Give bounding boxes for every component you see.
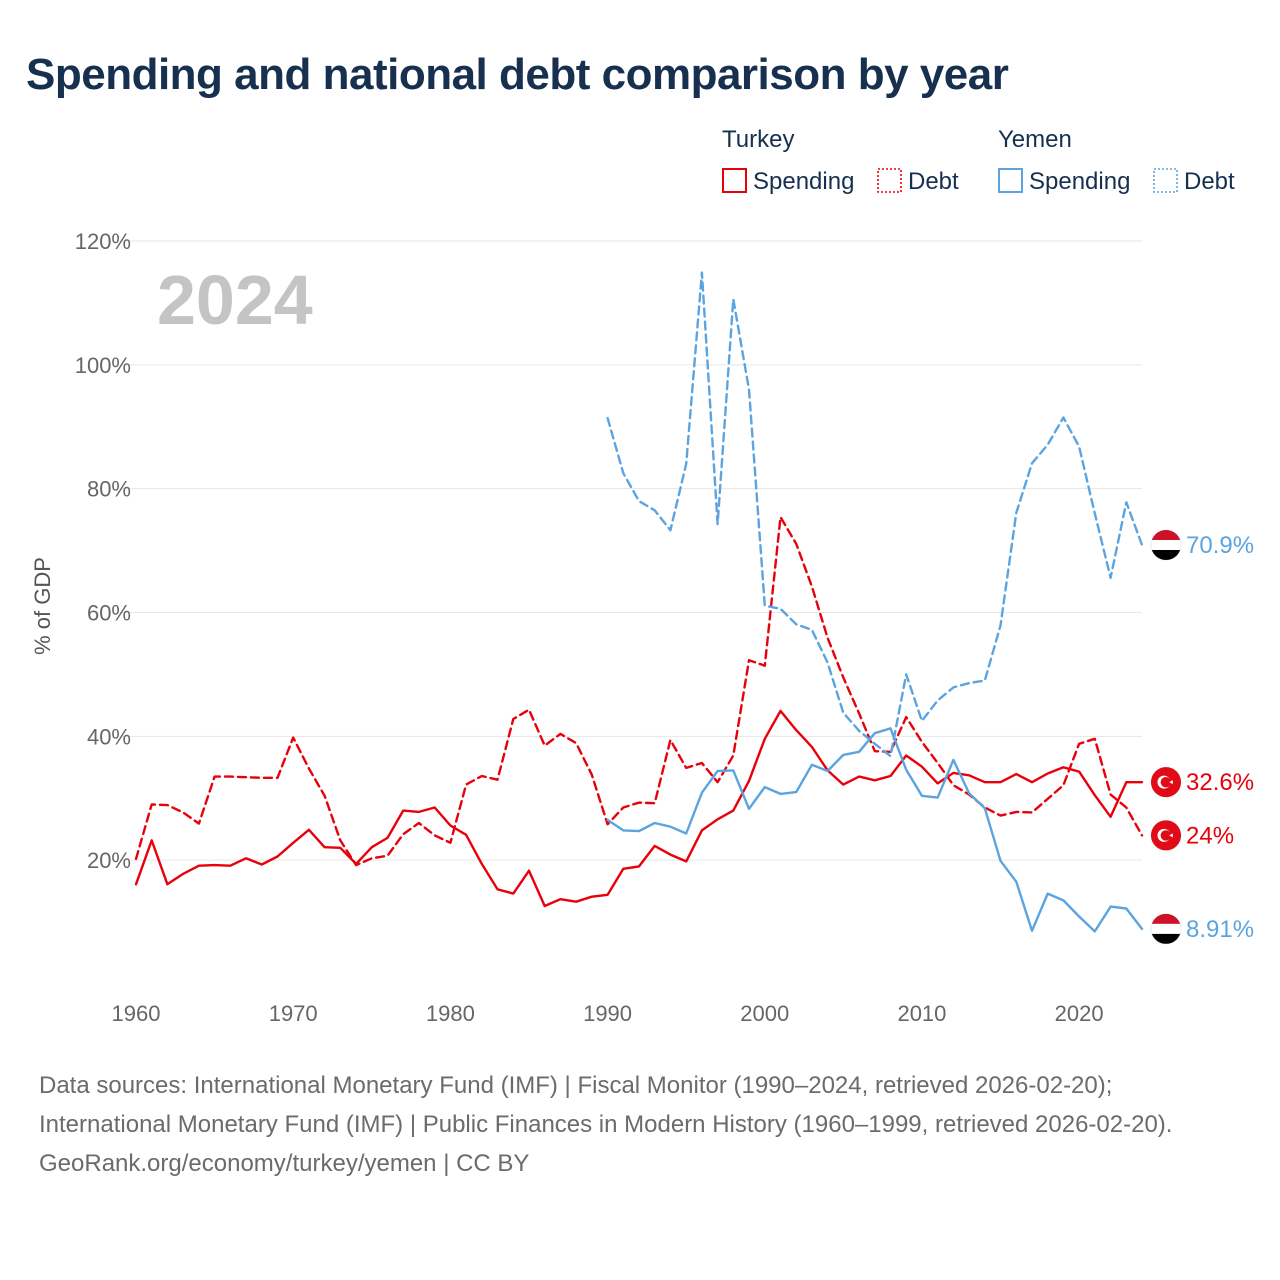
end-markers: 32.6% 24% 8.91% 70.9% bbox=[1150, 529, 1254, 945]
data-sources: Data sources: International Monetary Fun… bbox=[39, 1072, 1173, 1138]
legend-title-turkey: Turkey bbox=[722, 126, 794, 153]
turkey-debt-line bbox=[134, 515, 1144, 867]
yemen-debt-end-label: 70.9% bbox=[1186, 532, 1254, 559]
legend-label-turkey-debt[interactable]: Debt bbox=[908, 168, 959, 195]
y-tick-label: 80% bbox=[87, 477, 131, 502]
x-tick-label: 1990 bbox=[583, 1001, 632, 1026]
legend-swatch-turkey-spending[interactable] bbox=[722, 168, 747, 193]
legend: Turkey Spending Debt Yemen Spending Debt bbox=[722, 126, 1235, 195]
legend-swatch-yemen-debt[interactable] bbox=[1153, 168, 1178, 193]
chart: 2024 20%40%60%80%100%120% 1960 1970 1980 19… bbox=[30, 126, 1254, 1026]
x-tick-label: 2020 bbox=[1055, 1001, 1104, 1026]
credit-link[interactable]: GeoRank.org/economy/turkey/yemen | CC BY bbox=[39, 1150, 530, 1177]
y-tick-label: 100% bbox=[75, 353, 131, 378]
x-tick-label: 1960 bbox=[112, 1001, 161, 1026]
x-axis: 1960 1970 1980 1990 2000 2010 2020 bbox=[112, 1001, 1104, 1026]
y-tick-label: 60% bbox=[87, 601, 131, 626]
y-tick-label: 120% bbox=[75, 229, 131, 254]
yemen-flag-icon bbox=[1150, 913, 1182, 945]
yemen-spending-line bbox=[606, 727, 1144, 933]
legend-label-yemen-debt[interactable]: Debt bbox=[1184, 168, 1235, 195]
x-tick-label: 1970 bbox=[269, 1001, 318, 1026]
series-lines bbox=[134, 271, 1144, 933]
footer: Data sources: International Monetary Fun… bbox=[39, 1066, 1239, 1183]
legend-swatch-yemen-spending[interactable] bbox=[998, 168, 1023, 193]
turkey-flag-icon bbox=[1150, 819, 1182, 851]
y-tick-label: 20% bbox=[87, 848, 131, 873]
x-tick-label: 1980 bbox=[426, 1001, 475, 1026]
turkey-spending-end-label: 32.6% bbox=[1186, 769, 1254, 796]
grid-lines bbox=[120, 240, 1142, 861]
turkey-debt-end-label: 24% bbox=[1186, 822, 1234, 849]
turkey-spending-line bbox=[134, 709, 1144, 908]
yemen-flag-icon bbox=[1150, 529, 1182, 561]
y-axis-label: % of GDP bbox=[30, 557, 55, 655]
x-tick-label: 2000 bbox=[740, 1001, 789, 1026]
chart-title: Spending and national debt comparison by… bbox=[26, 50, 1009, 99]
legend-title-yemen: Yemen bbox=[998, 126, 1072, 153]
yemen-spending-end-label: 8.91% bbox=[1186, 916, 1254, 943]
x-tick-label: 2010 bbox=[897, 1001, 946, 1026]
yemen-debt-line bbox=[606, 271, 1144, 758]
legend-label-yemen-spending[interactable]: Spending bbox=[1029, 168, 1130, 195]
y-tick-label: 40% bbox=[87, 724, 131, 749]
turkey-flag-icon bbox=[1150, 766, 1182, 798]
year-watermark: 2024 bbox=[157, 261, 313, 339]
legend-swatch-turkey-debt[interactable] bbox=[877, 168, 902, 193]
legend-label-turkey-spending[interactable]: Spending bbox=[753, 168, 854, 195]
y-axis: 20% 40% 60% 80% 100% 120% bbox=[75, 229, 131, 873]
